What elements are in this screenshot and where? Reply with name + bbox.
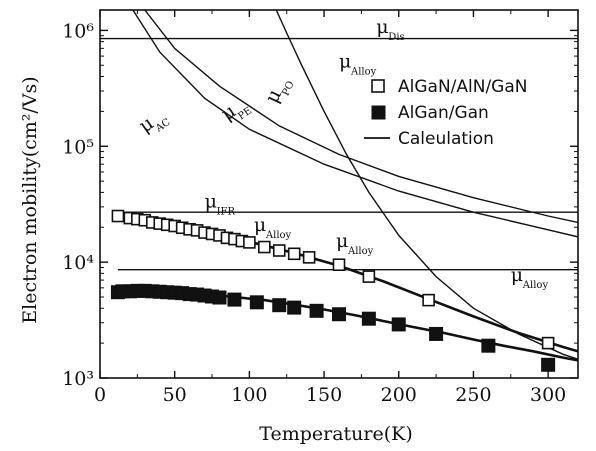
data-point-filled bbox=[227, 292, 242, 307]
annotation: μAC bbox=[135, 112, 173, 137]
data-point-filled bbox=[287, 300, 302, 315]
data-point-open bbox=[243, 236, 256, 249]
data-point-filled bbox=[272, 298, 287, 313]
data-point-open bbox=[287, 247, 301, 261]
annotation-subscript: PO bbox=[280, 80, 296, 98]
data-point-filled bbox=[249, 295, 264, 310]
annotation: μ IFR bbox=[205, 191, 236, 218]
annotation-mu: μ bbox=[254, 214, 266, 236]
legend-label: AlGan/Gan bbox=[398, 103, 489, 123]
annotation: μ Alloy bbox=[254, 214, 292, 241]
data-point-open bbox=[302, 251, 316, 264]
y-tick-label: 10⁶ bbox=[62, 20, 94, 42]
annotation: μ Alloy bbox=[511, 264, 549, 291]
data-point-open bbox=[272, 244, 286, 257]
annotation-subscript: Alloy bbox=[522, 280, 549, 291]
data-point-filled bbox=[309, 303, 324, 318]
annotation-subscript: Alloy bbox=[347, 246, 374, 257]
x-tick-label: 100 bbox=[231, 384, 267, 406]
plot-frame bbox=[99, 9, 579, 379]
calculation-curve bbox=[132, 10, 578, 238]
x-tick-label: 150 bbox=[306, 384, 342, 406]
data-point-open bbox=[541, 336, 555, 350]
data-point-open bbox=[332, 258, 346, 272]
annotation-subscript: Dis bbox=[388, 32, 404, 43]
data-point-open bbox=[111, 209, 125, 223]
data-point-filled bbox=[212, 290, 227, 305]
calculation-curve bbox=[117, 289, 578, 362]
x-tick-label: 50 bbox=[163, 384, 187, 406]
annotation-mu: μ bbox=[339, 50, 351, 72]
calculation-curve bbox=[144, 10, 578, 224]
y-axis-title: Electron mobility(cm²/Vs) bbox=[19, 76, 41, 323]
y-tick-label: 10⁵ bbox=[62, 136, 94, 158]
legend-marker-open bbox=[371, 79, 385, 93]
annotation-mu: μ bbox=[205, 191, 217, 213]
legend: AlGaN/AlN/GaN AlGan/Gan Caleulation bbox=[364, 77, 528, 149]
annotation: μ Dis bbox=[376, 16, 404, 43]
x-axis-title: Temperature(K) bbox=[259, 423, 413, 445]
x-tick-label: 300 bbox=[530, 384, 566, 406]
plot-area bbox=[100, 10, 578, 372]
annotation: μ Alloy bbox=[339, 50, 377, 77]
legend-marker-filled bbox=[371, 105, 386, 120]
legend-label: AlGaN/AlN/GaN bbox=[398, 77, 528, 97]
y-tick-label: 10⁴ bbox=[62, 252, 94, 274]
annotation: μ Alloy bbox=[336, 230, 374, 257]
y-tick-label: 10³ bbox=[62, 368, 94, 390]
data-point-filled bbox=[391, 317, 406, 332]
annotation: μPO bbox=[261, 80, 297, 107]
annotation-mu: μ bbox=[376, 16, 388, 38]
data-point-filled bbox=[429, 326, 444, 341]
annotation: μPE bbox=[217, 100, 254, 125]
x-tick-label: 250 bbox=[455, 384, 491, 406]
data-point-filled bbox=[332, 307, 346, 322]
annotation-subscript: Alloy bbox=[265, 230, 292, 241]
annotation-subscript: AC bbox=[153, 117, 173, 135]
data-point-filled bbox=[481, 338, 496, 353]
data-point-open bbox=[258, 240, 271, 254]
annotation-subscript: IFR bbox=[217, 207, 236, 218]
annotation-subscript: Alloy bbox=[350, 66, 377, 77]
annotation-mu: μ bbox=[336, 230, 348, 252]
calculation-curve bbox=[275, 10, 578, 360]
data-point-filled bbox=[541, 357, 556, 372]
data-point-open bbox=[362, 270, 376, 283]
data-point-filled bbox=[361, 311, 376, 326]
annotation-mu: μ bbox=[511, 264, 523, 286]
x-tick-label: 0 bbox=[94, 384, 106, 406]
legend-label: Caleulation bbox=[398, 129, 494, 149]
data-point-open bbox=[422, 293, 435, 307]
x-tick-label: 200 bbox=[381, 384, 417, 406]
